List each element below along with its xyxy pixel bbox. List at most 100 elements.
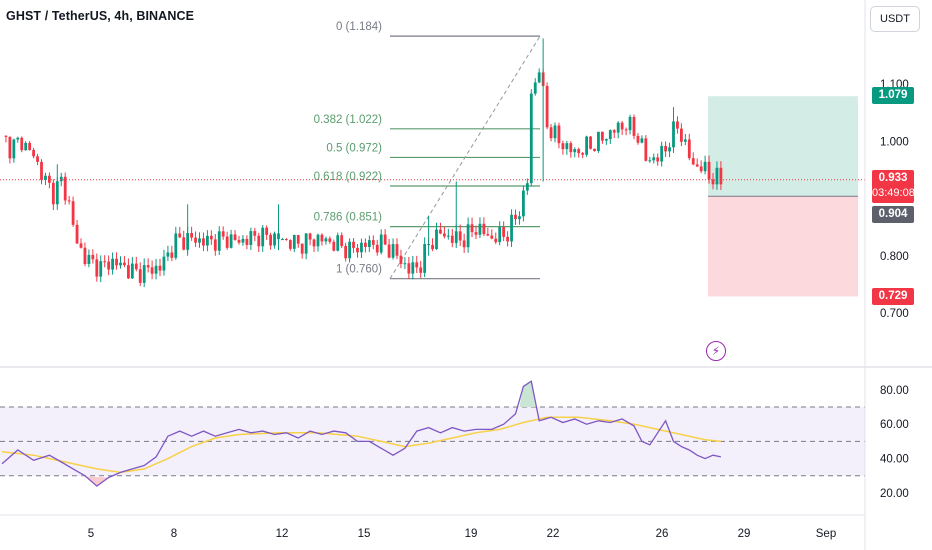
- profit-zone[interactable]: [708, 96, 858, 197]
- lightning-bolt-icon[interactable]: ⚡: [706, 341, 726, 361]
- candle-body[interactable]: [640, 138, 644, 143]
- candle-body[interactable]: [470, 224, 474, 233]
- candle-body[interactable]: [620, 122, 624, 130]
- candle-body[interactable]: [486, 234, 490, 236]
- candle-body[interactable]: [387, 244, 391, 258]
- candle-body[interactable]: [4, 135, 8, 137]
- candle-body[interactable]: [209, 235, 213, 240]
- candle-body[interactable]: [411, 262, 415, 274]
- rsi-line[interactable]: [1, 380, 722, 487]
- candle-body[interactable]: [245, 238, 249, 245]
- candle-body[interactable]: [529, 93, 533, 184]
- candle-body[interactable]: [525, 183, 529, 191]
- candle-body[interactable]: [707, 161, 711, 180]
- candle-body[interactable]: [162, 256, 166, 271]
- candle-body[interactable]: [676, 121, 679, 129]
- candle-body[interactable]: [553, 125, 557, 139]
- candle-body[interactable]: [494, 238, 498, 243]
- candle-body[interactable]: [28, 142, 32, 150]
- candle-body[interactable]: [146, 265, 150, 268]
- candle-body[interactable]: [265, 227, 269, 235]
- candle-body[interactable]: [419, 267, 423, 273]
- candle-body[interactable]: [616, 122, 620, 133]
- candle-body[interactable]: [597, 131, 600, 151]
- candle-body[interactable]: [664, 145, 667, 152]
- candle-body[interactable]: [415, 262, 419, 268]
- candle-body[interactable]: [711, 179, 715, 185]
- candle-body[interactable]: [166, 252, 170, 257]
- candle-body[interactable]: [241, 238, 245, 243]
- candle-body[interactable]: [296, 235, 300, 244]
- loss-zone[interactable]: [708, 196, 858, 297]
- candle-body[interactable]: [16, 137, 20, 140]
- candle-body[interactable]: [154, 265, 158, 274]
- candle-body[interactable]: [336, 235, 340, 251]
- candle-body[interactable]: [660, 145, 664, 162]
- candle-body[interactable]: [356, 247, 359, 253]
- candle-body[interactable]: [115, 258, 118, 266]
- candle-body[interactable]: [683, 139, 687, 142]
- candle-body[interactable]: [328, 238, 332, 242]
- candle-body[interactable]: [324, 238, 328, 242]
- candle-body[interactable]: [557, 125, 561, 144]
- candle-body[interactable]: [36, 156, 39, 162]
- candle-body[interactable]: [549, 127, 553, 139]
- candle-body[interactable]: [691, 158, 695, 165]
- candle-body[interactable]: [111, 258, 114, 270]
- candle-body[interactable]: [522, 190, 525, 217]
- candle-body[interactable]: [182, 237, 186, 250]
- candle-body[interactable]: [474, 232, 478, 235]
- candle-body[interactable]: [8, 136, 12, 159]
- candle-body[interactable]: [680, 128, 683, 142]
- candle-body[interactable]: [407, 263, 411, 274]
- candle-body[interactable]: [103, 261, 107, 263]
- rsi-ma-line[interactable]: [1, 416, 721, 474]
- candle-body[interactable]: [360, 242, 363, 253]
- candle-body[interactable]: [498, 227, 502, 243]
- candle-body[interactable]: [648, 160, 652, 162]
- candle-body[interactable]: [312, 239, 316, 247]
- candle-body[interactable]: [170, 252, 174, 258]
- candle-body[interactable]: [581, 153, 585, 155]
- candle-body[interactable]: [371, 240, 375, 245]
- candle-body[interactable]: [537, 72, 541, 83]
- candle-body[interactable]: [79, 243, 83, 248]
- candle-body[interactable]: [12, 139, 16, 159]
- candle-body[interactable]: [510, 214, 513, 242]
- candle-body[interactable]: [233, 234, 237, 241]
- candle-body[interactable]: [237, 240, 241, 243]
- candle-body[interactable]: [123, 262, 126, 266]
- candle-body[interactable]: [514, 214, 517, 220]
- candle-body[interactable]: [608, 130, 612, 140]
- rsi-pane[interactable]: [0, 380, 865, 487]
- candle-body[interactable]: [249, 231, 253, 245]
- candle-body[interactable]: [213, 239, 217, 251]
- candle-body[interactable]: [715, 167, 719, 185]
- candle-body[interactable]: [300, 243, 304, 254]
- candle-body[interactable]: [462, 240, 466, 248]
- candle-body[interactable]: [561, 143, 565, 150]
- candle-body[interactable]: [253, 231, 257, 236]
- candle-body[interactable]: [403, 263, 407, 265]
- candle-body[interactable]: [316, 234, 320, 247]
- candle-body[interactable]: [304, 233, 308, 254]
- candle-body[interactable]: [348, 241, 351, 259]
- candle-body[interactable]: [71, 201, 75, 225]
- candle-body[interactable]: [48, 175, 51, 183]
- candle-body[interactable]: [257, 235, 261, 247]
- candle-body[interactable]: [490, 235, 494, 239]
- candle-body[interactable]: [391, 244, 395, 258]
- candle-body[interactable]: [533, 82, 537, 94]
- candle-body[interactable]: [695, 164, 699, 167]
- candle-body[interactable]: [285, 239, 288, 241]
- symbol-title[interactable]: GHST / TetherUS, 4h, BINANCE: [6, 9, 195, 23]
- candle-body[interactable]: [119, 262, 122, 266]
- candle-body[interactable]: [458, 231, 462, 241]
- candle-body[interactable]: [55, 181, 59, 205]
- candle-body[interactable]: [217, 231, 221, 251]
- candle-body[interactable]: [221, 231, 225, 237]
- candle-body[interactable]: [585, 136, 588, 155]
- candle-body[interactable]: [502, 227, 506, 237]
- candle-body[interactable]: [292, 235, 296, 249]
- candle-body[interactable]: [261, 227, 265, 247]
